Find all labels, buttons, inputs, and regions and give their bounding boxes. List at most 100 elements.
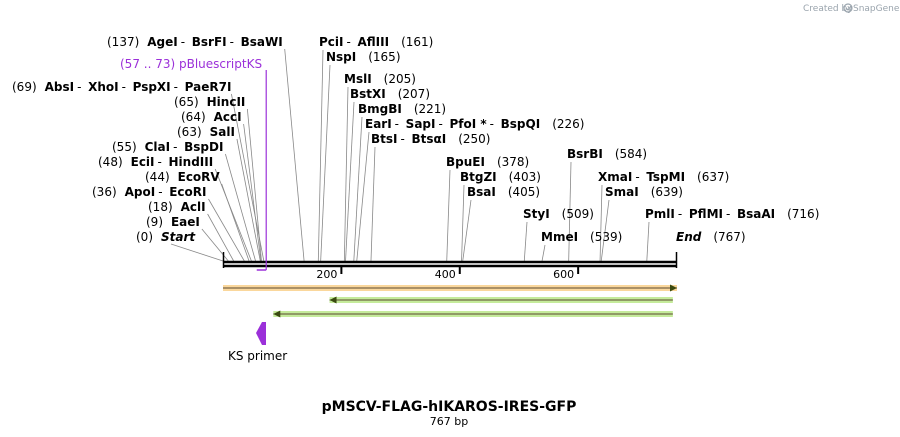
enzyme-name[interactable]: EarI	[365, 117, 392, 131]
enzyme-name[interactable]: MslI	[344, 72, 372, 86]
enzyme-name[interactable]: BpuEI	[446, 155, 485, 169]
enzyme-name[interactable]: AgeI	[147, 35, 177, 49]
ks-primer[interactable]: KS primer	[228, 322, 287, 363]
site-connector	[353, 116, 363, 262]
site-group-55[interactable]: (55) ClaI - BspDI	[112, 140, 223, 154]
enzyme-name[interactable]: BmgBI	[358, 102, 402, 116]
site-group-63[interactable]: (63) SalI	[177, 125, 235, 139]
site-position: (221)	[414, 102, 446, 116]
enzyme-name[interactable]: BtsI	[371, 132, 398, 146]
enzyme-name[interactable]: AflIII	[357, 35, 389, 49]
site-group-18[interactable]: (18) AclI	[148, 200, 206, 214]
enzyme-name[interactable]: BspQI	[501, 117, 541, 131]
enzyme-name[interactable]: NspI	[326, 50, 356, 64]
enzyme-name[interactable]: BsaWI	[241, 35, 283, 49]
site-group-221[interactable]: BmgBI (221)	[358, 102, 446, 116]
site-position: (405)	[508, 185, 540, 199]
site-connector	[170, 243, 224, 262]
enzyme-name[interactable]: TspMI	[646, 170, 685, 184]
enzyme-name[interactable]: BspDI	[184, 140, 223, 154]
enzyme-name[interactable]: EcoRI	[169, 185, 206, 199]
enzyme-name[interactable]: XmaI	[598, 170, 632, 184]
site-connector	[599, 184, 603, 262]
site-group-205[interactable]: MslI (205)	[344, 72, 416, 86]
site-group-48[interactable]: (48) EciI - HindIII	[98, 155, 213, 169]
enzyme-name[interactable]: BsrBI	[567, 147, 603, 161]
site-group-65[interactable]: (65) HincII	[174, 95, 245, 109]
site-group-44[interactable]: (44) EcoRV	[145, 170, 220, 184]
enzyme-name[interactable]: AclI	[181, 200, 206, 214]
primer-site-label[interactable]: (57 .. 73) pBluescriptKS	[120, 57, 262, 71]
site-connector	[320, 64, 331, 262]
enzyme-name[interactable]: EcoRV	[178, 170, 221, 184]
enzyme-name[interactable]: MmeI	[541, 230, 578, 244]
enzyme-name[interactable]: SalI	[210, 125, 235, 139]
site-connector	[568, 161, 572, 262]
enzyme-name[interactable]: SapI	[406, 117, 436, 131]
site-connector	[600, 199, 610, 262]
enzyme-name[interactable]: BsrFI	[192, 35, 227, 49]
site-group-9[interactable]: (9) EaeI	[146, 215, 200, 229]
credit-brand: SnapGene	[853, 4, 900, 14]
orange-feature[interactable]	[223, 284, 677, 292]
site-group-405[interactable]: BsaI (405)	[467, 185, 540, 199]
ruler-tick-label: 400	[435, 268, 456, 281]
enzyme-name[interactable]: ApoI	[125, 185, 156, 199]
site-group-69[interactable]: (69) AbsI - XhoI - PspXI - PaeR7I	[12, 80, 231, 94]
enzyme-name[interactable]: BtsαI	[411, 132, 446, 146]
site-group-539[interactable]: MmeI (539)	[541, 230, 622, 244]
site-group-509[interactable]: StyI (509)	[523, 207, 594, 221]
enzyme-name[interactable]: EaeI	[171, 215, 200, 229]
enzyme-name[interactable]: Start	[161, 230, 196, 244]
site-connector	[356, 131, 370, 262]
enzyme-name[interactable]: PflMI	[689, 207, 723, 221]
enzyme-name[interactable]: HincII	[207, 95, 246, 109]
site-group-716[interactable]: PmlI - PflMI - BsaAI (716)	[645, 207, 819, 221]
enzyme-name[interactable]: PciI	[319, 35, 344, 49]
site-group-36[interactable]: (36) ApoI - EcoRI	[92, 185, 206, 199]
enzyme-name[interactable]: BsaAI	[737, 207, 775, 221]
enzyme-name[interactable]: BstXI	[350, 87, 386, 101]
enzyme-name[interactable]: AccI	[214, 110, 242, 124]
map-subtitle: 767 bp	[430, 415, 468, 428]
site-group-767[interactable]: End (767)	[676, 230, 746, 244]
site-group-207[interactable]: BstXI (207)	[350, 87, 430, 101]
green-feature-1[interactable]	[329, 296, 673, 304]
site-group-250[interactable]: BtsI - BtsαI (250)	[371, 132, 491, 146]
enzyme-name[interactable]: EciI	[131, 155, 155, 169]
enzyme-name[interactable]: AbsI	[45, 80, 74, 94]
sequence-backbone	[222, 252, 678, 268]
enzyme-name[interactable]: PaeR7I	[185, 80, 232, 94]
site-group-137[interactable]: (137) AgeI - BsrFI - BsaWI	[107, 35, 283, 49]
site-group-637[interactable]: XmaI - TspMI (637)	[598, 170, 729, 184]
site-group-161[interactable]: PciI - AflIII (161)	[319, 35, 433, 49]
enzyme-name[interactable]: SmaI	[605, 185, 639, 199]
enzyme-name[interactable]: HindIII	[169, 155, 214, 169]
enzyme-name[interactable]: ClaI	[145, 140, 170, 154]
credit-text: Created by	[803, 4, 853, 14]
site-group-584[interactable]: BsrBI (584)	[567, 147, 647, 161]
green-feature-2[interactable]	[273, 310, 673, 318]
enzyme-name[interactable]: BtgZI	[460, 170, 497, 184]
enzyme-name[interactable]: PspXI	[133, 80, 171, 94]
enzyme-name[interactable]: PfoI *	[449, 117, 487, 131]
site-connector	[446, 169, 451, 262]
site-position: (584)	[615, 147, 647, 161]
site-group-226[interactable]: EarI - SapI - PfoI * - BspQI (226)	[365, 117, 584, 131]
enzyme-name[interactable]: BsaI	[467, 185, 496, 199]
site-group-403[interactable]: BtgZI (403)	[460, 170, 541, 184]
site-group-64[interactable]: (64) AccI	[181, 110, 242, 124]
site-connector	[243, 123, 262, 262]
site-position: (403)	[509, 170, 541, 184]
site-group-639[interactable]: SmaI (639)	[605, 185, 683, 199]
site-separator: -	[158, 185, 162, 199]
site-group-165[interactable]: NspI (165)	[326, 50, 401, 64]
site-group-378[interactable]: BpuEI (378)	[446, 155, 529, 169]
site-position: (36)	[92, 185, 117, 199]
site-group-0[interactable]: (0) Start	[136, 230, 196, 244]
enzyme-name[interactable]: PmlI	[645, 207, 675, 221]
enzyme-name[interactable]: XhoI	[88, 80, 119, 94]
enzyme-name[interactable]: End	[676, 230, 702, 244]
site-position: (207)	[398, 87, 430, 101]
enzyme-name[interactable]: StyI	[523, 207, 550, 221]
